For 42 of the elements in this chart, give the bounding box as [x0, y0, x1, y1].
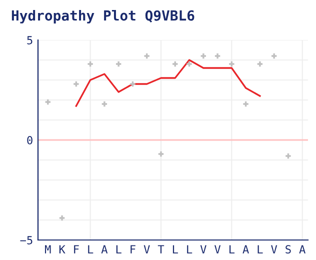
- x-tick-label: A: [101, 245, 108, 254]
- x-tick-label: A: [242, 245, 249, 254]
- x-tick-label: L: [187, 245, 192, 254]
- point: [59, 215, 65, 221]
- x-tick-label: F: [74, 245, 79, 254]
- point: [229, 61, 234, 67]
- x-tick-label: L: [88, 245, 94, 254]
- x-tick-label: F: [130, 245, 136, 254]
- point: [102, 101, 108, 107]
- point: [243, 101, 248, 107]
- x-tick-label: V: [214, 245, 221, 254]
- point: [172, 61, 178, 67]
- point: [116, 61, 122, 67]
- x-tick-label: A: [299, 245, 306, 254]
- y-tick-label: −5: [20, 236, 32, 244]
- x-tick-label: S: [286, 245, 291, 254]
- x-tick-label: L: [172, 245, 178, 254]
- point: [158, 151, 164, 157]
- x-tick-label: M: [45, 245, 51, 254]
- point: [186, 61, 192, 67]
- x-tick-label: L: [258, 245, 263, 254]
- point: [130, 81, 136, 87]
- line-series: [75, 59, 261, 107]
- y-tick-label: 0: [27, 136, 32, 144]
- x-tick-label: T: [158, 245, 164, 254]
- point: [88, 61, 93, 67]
- point: [144, 53, 150, 59]
- point: [286, 153, 291, 159]
- x-tick-label: V: [144, 245, 150, 254]
- x-tick-label: V: [200, 245, 206, 254]
- point: [74, 81, 79, 87]
- x-tick-label: V: [271, 245, 278, 254]
- x-tick-label: L: [116, 245, 122, 254]
- point: [214, 53, 220, 59]
- chart-title: Hydropathy Plot Q9VBL6: [12, 10, 194, 24]
- x-tick-label: K: [59, 245, 66, 254]
- point: [200, 53, 206, 59]
- y-tick-label: 5: [27, 36, 32, 44]
- point: [45, 99, 50, 105]
- x-tick-label: L: [229, 245, 234, 254]
- point: [257, 61, 263, 67]
- point: [271, 53, 277, 59]
